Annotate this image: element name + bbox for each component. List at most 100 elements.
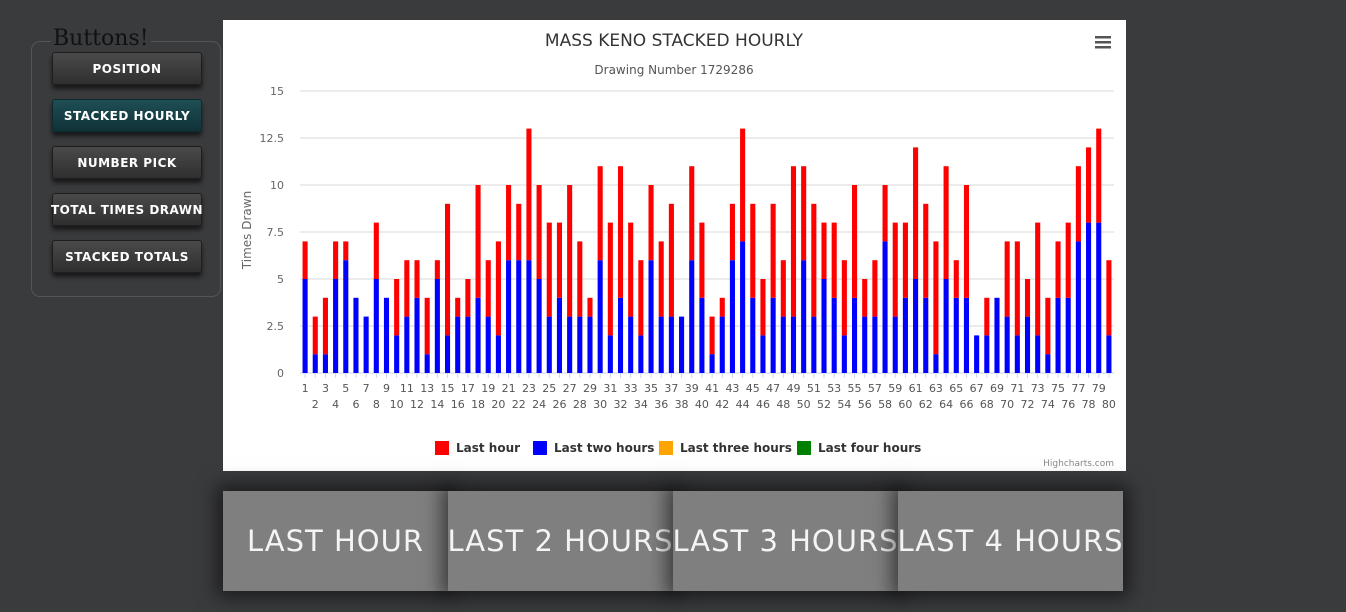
bar-segment[interactable] [668,316,674,373]
bar-segment[interactable] [475,297,481,373]
bar-segment[interactable] [577,316,583,373]
bar-segment[interactable] [577,241,583,317]
bar-segment[interactable] [862,316,868,373]
bar-segment[interactable] [383,297,390,373]
legend-item[interactable]: Last three hours [659,441,792,455]
bar-segment[interactable] [516,203,522,261]
bar-segment[interactable] [892,316,898,373]
bar-segment[interactable] [373,279,379,373]
bar-segment[interactable] [841,335,847,373]
bar-segment[interactable] [1024,279,1031,317]
bar-segment[interactable] [455,316,461,373]
bar-segment[interactable] [892,222,898,317]
bar-segment[interactable] [729,203,735,261]
stacked-totals-button[interactable]: STACKED TOTALS [52,240,202,273]
bar-segment[interactable] [780,316,786,373]
bar-segment[interactable] [801,260,807,373]
bar-segment[interactable] [333,241,339,279]
bar-segment[interactable] [943,166,949,279]
bar-segment[interactable] [424,354,430,373]
bar-segment[interactable] [617,166,624,298]
bar-segment[interactable] [485,316,491,373]
bar-segment[interactable] [424,297,430,355]
bar-segment[interactable] [1096,222,1102,373]
bar-segment[interactable] [963,297,970,373]
bar-segment[interactable] [475,185,481,298]
bar-segment[interactable] [984,297,990,336]
bar-segment[interactable] [668,203,674,317]
bar-segment[interactable] [506,185,512,261]
bar-segment[interactable] [607,335,613,373]
bar-segment[interactable] [343,260,349,373]
bar-segment[interactable] [750,297,756,373]
bar-segment[interactable] [851,185,858,298]
bar-segment[interactable] [831,222,837,298]
bar-segment[interactable] [658,241,664,317]
bar-segment[interactable] [1096,128,1102,223]
legend-item[interactable]: Last hour [435,441,520,455]
bar-segment[interactable] [617,297,624,373]
bar-segment[interactable] [1045,354,1051,373]
bar-segment[interactable] [1106,260,1112,336]
bar-segment[interactable] [1004,241,1010,317]
bar-segment[interactable] [638,335,644,373]
bar-segment[interactable] [414,260,420,298]
last-4-hours-button[interactable]: LAST 4 HOURS [898,491,1123,591]
bar-segment[interactable] [1014,335,1020,373]
bar-segment[interactable] [811,203,817,317]
bar-segment[interactable] [790,166,797,317]
bar-segment[interactable] [597,260,603,373]
bar-segment[interactable] [933,354,939,373]
bar-segment[interactable] [628,316,634,373]
bar-segment[interactable] [1086,147,1092,223]
bar-segment[interactable] [526,260,532,373]
bar-segment[interactable] [434,279,440,373]
bar-segment[interactable] [862,279,868,317]
last-3-hours-button[interactable]: LAST 3 HOURS [673,491,898,591]
bar-segment[interactable] [485,260,491,317]
bar-segment[interactable] [444,335,451,373]
bar-segment[interactable] [760,335,766,373]
bar-segment[interactable] [872,316,878,373]
bar-segment[interactable] [821,279,827,373]
bar-segment[interactable] [913,279,919,373]
last-2-hours-button[interactable]: LAST 2 HOURS [448,491,673,591]
bar-segment[interactable] [831,297,837,373]
bar-segment[interactable] [414,297,420,373]
bar-segment[interactable] [394,335,400,373]
bar-segment[interactable] [780,260,786,317]
bar-segment[interactable] [465,316,471,373]
bar-segment[interactable] [363,316,369,373]
bar-segment[interactable] [1024,316,1031,373]
bar-segment[interactable] [495,241,501,336]
bar-segment[interactable] [933,241,939,355]
bar-segment[interactable] [312,316,318,355]
bar-segment[interactable] [760,279,766,336]
highcharts-credit[interactable]: Highcharts.com [1043,459,1114,469]
bar-segment[interactable] [333,279,339,373]
bar-segment[interactable] [526,128,532,261]
bar-segment[interactable] [770,203,776,298]
bar-segment[interactable] [679,316,685,373]
bar-segment[interactable] [587,316,593,373]
bar-segment[interactable] [719,297,725,317]
bar-segment[interactable] [882,241,888,373]
bar-segment[interactable] [841,260,847,336]
bar-segment[interactable] [1014,241,1020,336]
bar-segment[interactable] [1035,335,1041,373]
hamburger-menu-icon[interactable] [1095,36,1111,49]
bar-segment[interactable] [1075,241,1081,373]
legend-item[interactable]: Last two hours [533,441,654,455]
bar-segment[interactable] [556,297,563,373]
bar-segment[interactable] [974,335,980,373]
bar-segment[interactable] [302,241,308,279]
bar-segment[interactable] [1075,166,1081,242]
number-pick-button[interactable]: NUMBER PICK [52,146,202,179]
bar-segment[interactable] [1004,316,1010,373]
bar-segment[interactable] [302,279,308,373]
bar-segment[interactable] [689,166,695,261]
bar-segment[interactable] [587,297,593,317]
bar-segment[interactable] [872,260,878,317]
bar-segment[interactable] [790,316,797,373]
bar-segment[interactable] [984,335,990,373]
